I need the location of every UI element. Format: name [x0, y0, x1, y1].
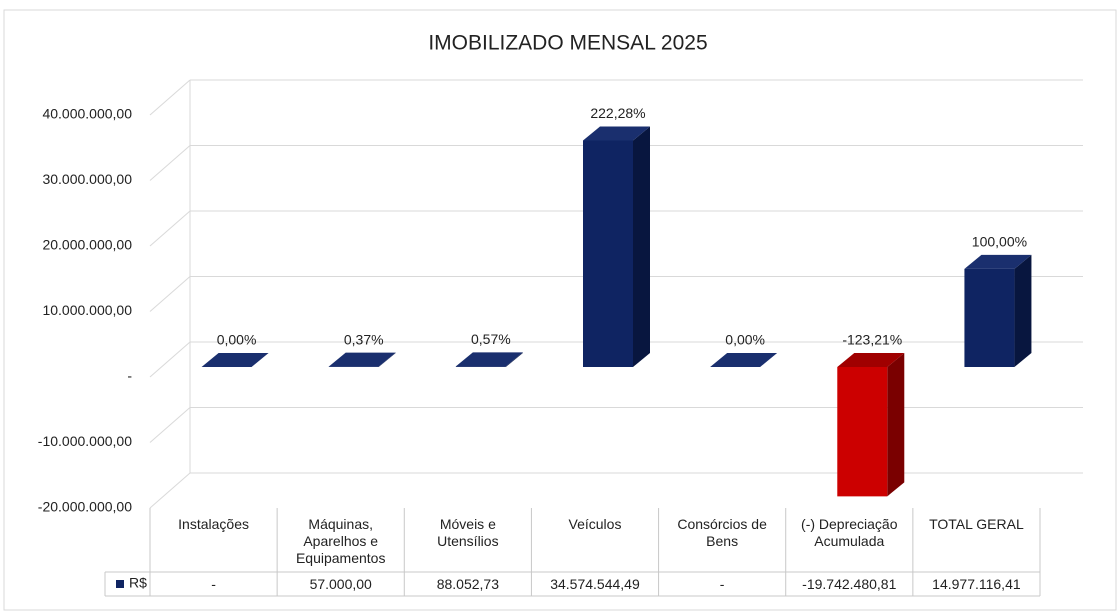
y-tick-label: 30.000.000,00 [42, 171, 132, 187]
bar-front [964, 268, 1015, 367]
bar-side [1014, 254, 1032, 367]
grid-line [149, 407, 191, 443]
category-label: Consórcios de Bens [677, 516, 767, 549]
chart-title: IMOBILIZADO MENSAL 2025 [428, 32, 707, 55]
y-tick-label: 40.000.000,00 [42, 106, 132, 122]
y-tick-label: 10.000.000,00 [42, 302, 132, 318]
chart-area [3, 9, 1117, 611]
legend-label: R$ [129, 575, 147, 591]
data-label: 222,28% [590, 105, 645, 121]
y-tick-label: 20.000.000,00 [42, 237, 132, 253]
bar-top [328, 352, 396, 367]
grid-line [149, 210, 191, 247]
table-value: 34.574.544,49 [550, 576, 640, 592]
data-label: 0,00% [217, 332, 257, 348]
bar-top [710, 353, 778, 367]
bar-front [583, 140, 633, 367]
bar-front [837, 367, 888, 497]
bar [710, 353, 778, 367]
bar-top [455, 352, 523, 367]
grid-line [149, 341, 191, 378]
table-value: 88.052,73 [436, 576, 499, 592]
data-label: 0,00% [725, 332, 765, 348]
category-label: Instalações [178, 516, 249, 532]
bar-top [201, 353, 269, 367]
bar [455, 352, 523, 367]
legend-key [116, 580, 124, 588]
bar [201, 353, 269, 367]
y-tick-label: -20.000.000,00 [38, 499, 132, 515]
bar-side [887, 353, 905, 497]
bar-side [633, 126, 650, 367]
grid-line [149, 145, 191, 181]
category-label: Móveis e Utensílios [437, 516, 499, 549]
category-label: Veículos [568, 516, 622, 532]
grid-line [149, 276, 191, 312]
bar-top [583, 126, 650, 141]
data-label: 0,37% [344, 331, 384, 347]
data-label: -123,21% [842, 332, 902, 348]
category-label: TOTAL GERAL [929, 516, 1024, 532]
category-label: Máquinas, Aparelhos e Equipamentos [295, 516, 386, 566]
bar-side [378, 352, 396, 367]
table-value: -19.742.480,81 [802, 576, 897, 592]
bar-top [964, 254, 1032, 269]
bar [583, 126, 650, 367]
bar [964, 254, 1032, 367]
table-value: - [211, 576, 216, 592]
y-tick-label: -10.000.000,00 [38, 433, 132, 449]
grid-line [149, 472, 191, 509]
y-tick-label: - [127, 368, 132, 384]
bar-top [837, 353, 905, 367]
bar-front [455, 366, 506, 367]
data-label: 0,57% [471, 331, 511, 347]
table-value: 57.000,00 [309, 576, 372, 592]
grid-line [149, 79, 191, 116]
table-value: - [719, 576, 725, 592]
table-value: 14.977.116,41 [932, 576, 1021, 592]
category-label: (-) Depreciação Acumulada [801, 516, 898, 549]
data-label: 100,00% [972, 234, 1027, 250]
bar [837, 353, 905, 497]
bar [328, 352, 396, 367]
bar-side [505, 352, 523, 367]
